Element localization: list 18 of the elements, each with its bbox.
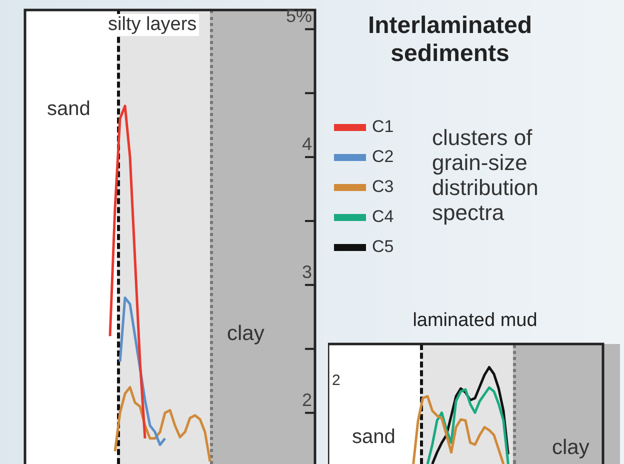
legend-label: C1 [372,117,394,137]
annotation: 2 [331,372,342,389]
legend-label: C5 [372,237,394,257]
annotation: sand [46,98,92,121]
legend-title: Interlaminated sediments [366,12,534,68]
annotation: clay [226,322,266,346]
annotation: sand [351,426,396,449]
annotation: silty layers [106,14,199,36]
annotation: clay [551,436,590,460]
y-tick-label: 2 [302,390,312,410]
text: clusters of grain-size distribution spectra [431,125,540,225]
legend-label: C3 [372,177,394,197]
y-tick-label: 3 [302,262,312,282]
legend-label: C2 [372,147,394,167]
legend-label: C4 [372,207,394,227]
chart-title: laminated mud [412,310,538,332]
y-tick-label: 5% [286,6,312,26]
y-tick-label: 4 [302,134,312,154]
